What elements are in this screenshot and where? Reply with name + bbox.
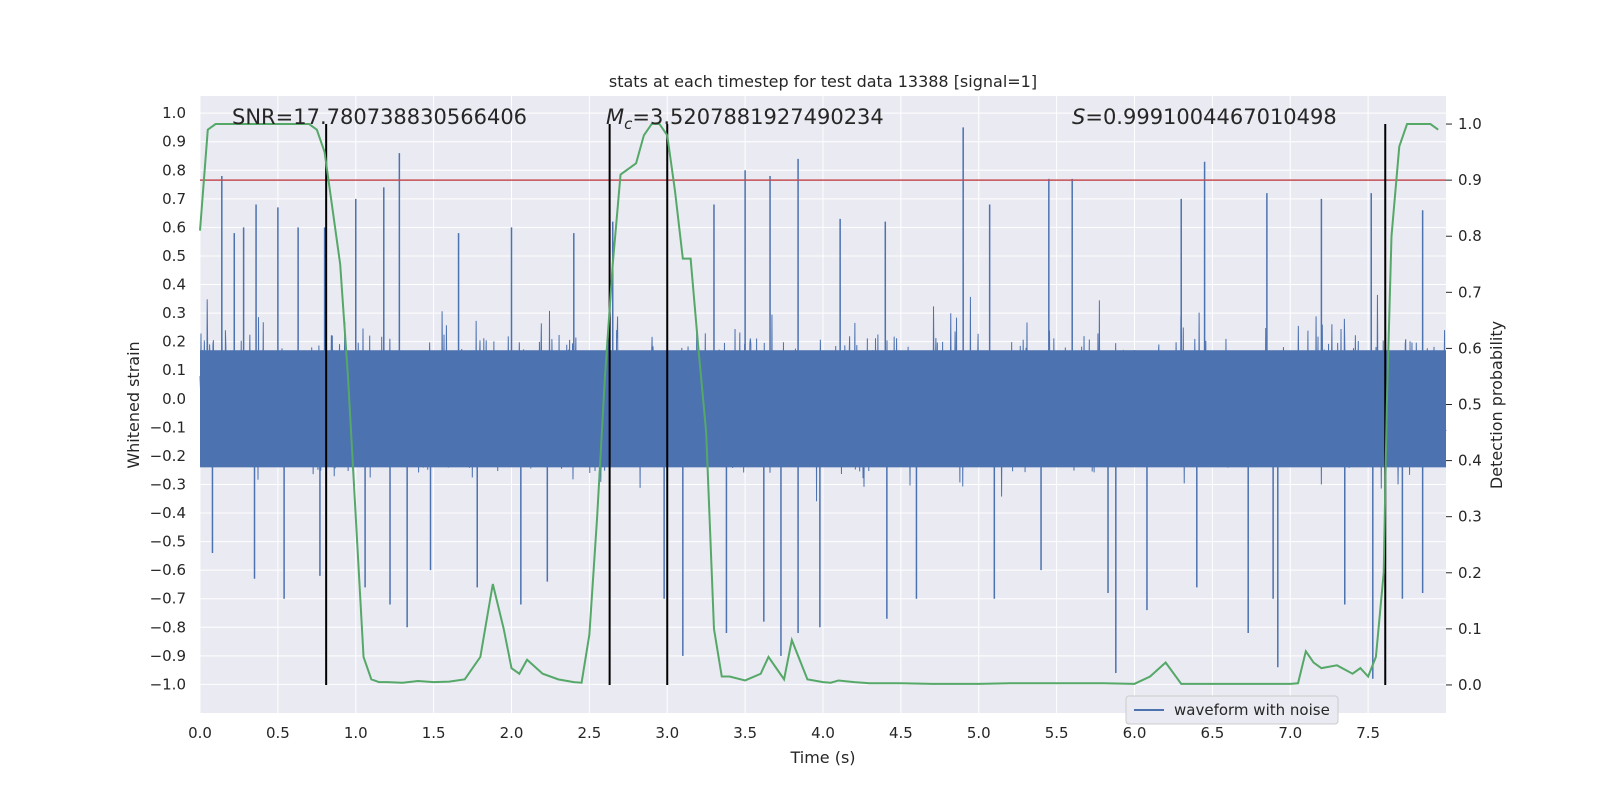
y2-tick-labels: 1.0 0.9 0.8 0.7 0.6 0.5 0.4 0.3 0.2 0.1 0.0	[1446, 115, 1482, 694]
significance-annotation: S=0.9991004467010498	[1072, 105, 1337, 129]
x-tick-label: 1.5	[422, 724, 446, 742]
x-tick-label: 2.0	[500, 724, 524, 742]
y-tick-label: 0.8	[162, 161, 186, 179]
x-tick-label: 6.0	[1123, 724, 1147, 742]
detection-probability-line	[199, 123, 1439, 685]
y-tick-label: 0.3	[162, 304, 186, 322]
x-tick-label: 5.0	[967, 724, 991, 742]
x-axis-label: Time (s)	[789, 748, 855, 767]
y-tick-label: 0.0	[162, 390, 186, 408]
y-tick-label: −0.5	[150, 533, 186, 551]
y2-tick-label: 1.0	[1458, 115, 1482, 133]
y2-tick-label: 0.8	[1458, 227, 1482, 245]
y-tick-label: −1.0	[150, 675, 186, 693]
y2-tick-label: 0.1	[1458, 620, 1482, 638]
y-tick-label: −0.3	[150, 475, 186, 493]
y-tick-label: 0.2	[162, 333, 186, 351]
y-tick-labels: 1.0 0.9 0.8 0.7 0.6 0.5 0.4 0.3 0.2 0.1 0.0 −0.1 −0.…	[150, 104, 186, 693]
legend-label: waveform with noise	[1174, 701, 1330, 719]
y2-axis-label: Detection probability	[1487, 321, 1506, 489]
y-tick-label: −0.8	[150, 618, 186, 636]
significance-symbol: S	[1072, 105, 1085, 129]
chirp-mass-subscript: c	[624, 115, 633, 133]
x-tick-labels: 0.0 0.5 1.0 1.5 2.0 2.5 3.0 3.5 4.0 4.5 5.0 5.5 6.0 6…	[188, 724, 1380, 742]
y-tick-label: −0.4	[150, 504, 186, 522]
x-tick-label: 0.5	[266, 724, 290, 742]
y-tick-label: 0.5	[162, 247, 186, 265]
chirp-mass-annotation: Mc=3.5207881927490234	[606, 105, 884, 133]
y-tick-label: 0.4	[162, 276, 186, 294]
x-tick-label: 1.0	[344, 724, 368, 742]
y2-tick-label: 0.2	[1458, 564, 1482, 582]
x-tick-label: 0.0	[188, 724, 212, 742]
x-tick-label: 4.0	[811, 724, 835, 742]
y2-tick-label: 0.9	[1458, 171, 1482, 189]
x-tick-label: 2.5	[577, 724, 601, 742]
y-tick-label: 0.7	[162, 190, 186, 208]
snr-annotation: SNR=17.780738830566406	[232, 105, 527, 129]
waveform-series	[199, 127, 1447, 679]
y-tick-label: 0.1	[162, 361, 186, 379]
y-tick-label: −0.7	[150, 590, 186, 608]
x-tick-label: 5.5	[1045, 724, 1069, 742]
y-tick-label: −0.2	[150, 447, 186, 465]
x-tick-label: 3.0	[655, 724, 679, 742]
x-tick-label: 4.5	[889, 724, 913, 742]
x-tick-label: 7.5	[1356, 724, 1380, 742]
y2-tick-label: 0.7	[1458, 283, 1482, 301]
chirp-mass-value: =3.5207881927490234	[632, 105, 883, 129]
waveform-core	[200, 350, 1446, 468]
y-tick-label: −0.6	[150, 561, 186, 579]
y-axis-label: Whitened strain	[124, 341, 143, 468]
y2-tick-label: 0.6	[1458, 339, 1482, 357]
legend: waveform with noise	[1125, 695, 1339, 725]
chirp-mass-symbol: M	[606, 105, 624, 129]
x-tick-label: 6.5	[1200, 724, 1224, 742]
overlay-lines	[199, 123, 1446, 685]
y-tick-label: 0.6	[162, 218, 186, 236]
y2-tick-label: 0.0	[1458, 676, 1482, 694]
y-tick-label: 0.9	[162, 133, 186, 151]
chart-title: stats at each timestep for test data 133…	[609, 72, 1037, 91]
y-tick-label: −0.9	[150, 647, 186, 665]
y-tick-label: −0.1	[150, 418, 186, 436]
y2-tick-label: 0.3	[1458, 508, 1482, 526]
legend-box	[1125, 695, 1339, 725]
significance-value: =0.9991004467010498	[1085, 105, 1336, 129]
x-tick-label: 7.0	[1278, 724, 1302, 742]
y-tick-label: 1.0	[162, 104, 186, 122]
y2-tick-label: 0.4	[1458, 452, 1482, 470]
x-tick-label: 3.5	[733, 724, 757, 742]
y2-tick-label: 0.5	[1458, 396, 1482, 414]
